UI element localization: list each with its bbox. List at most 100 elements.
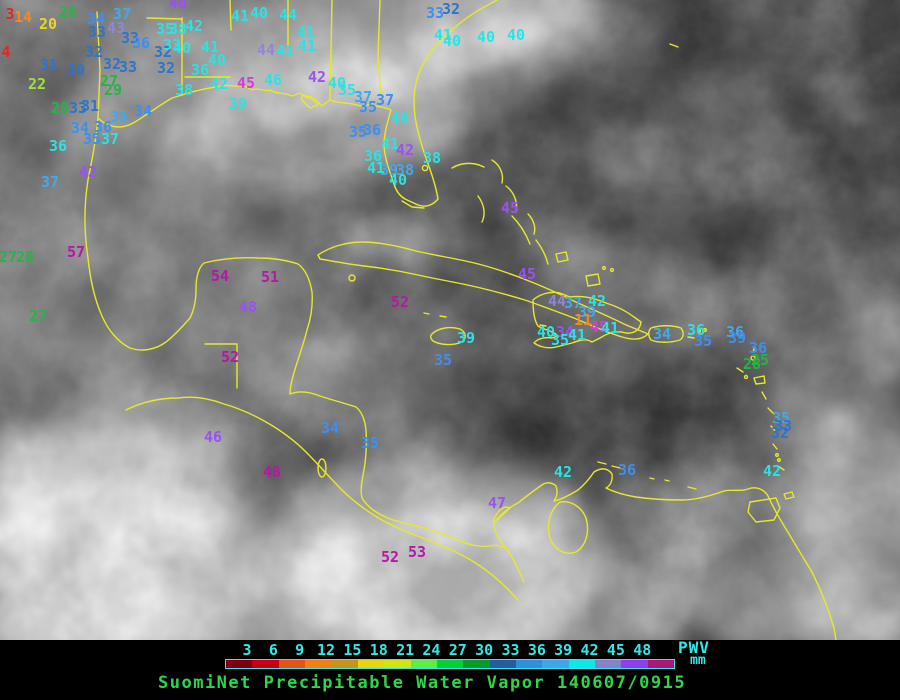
station-pwv-value: 32 [102,55,122,73]
station-pwv-value: 46 [203,428,223,446]
station-pwv-value: 40 [172,39,192,57]
station-pwv-value: 32 [84,43,104,61]
coastline-paths [84,0,837,640]
legend-tick-label: 48 [633,641,652,659]
legend-tick-label: 18 [369,641,388,659]
station-pwv-value: 40 [249,4,269,22]
pwv-colorbar [225,659,675,669]
station-pwv-value: 44 [547,292,567,310]
station-pwv-value: 42 [209,75,229,93]
station-pwv-value: 44 [256,41,276,59]
station-pwv-value: 40 [476,28,496,46]
station-pwv-value: 36 [686,321,706,339]
station-pwv-value: 33 [425,4,445,22]
station-pwv-value: 45 [236,74,256,92]
station-pwv-value: 48 [262,463,282,481]
station-pwv-value: 35 [337,81,357,99]
station-pwv-value: 36 [93,118,113,136]
station-pwv-value: 28 [50,99,70,117]
station-pwv-value: 39 [727,329,747,347]
station-pwv-value: 28 [742,355,762,373]
legend-tick-label: 24 [422,641,441,659]
station-pwv-value: 38 [395,161,415,179]
station-pwv-value: 51 [260,268,280,286]
station-pwv-value: 37 [563,294,583,312]
station-pwv-value: 35 [155,20,175,38]
legend-tick-label: 36 [527,641,546,659]
station-pwv-value: 36 [362,121,382,139]
station-pwv-value: 41 [200,38,220,56]
station-pwv-value: 27 [28,307,48,325]
station-pwv-value: 41 [297,37,317,55]
station-pwv-value: 25 [750,351,770,369]
colorbar-segment [515,660,543,668]
station-pwv-value: 35 [358,98,378,116]
station-pwv-value: 40 [390,109,410,127]
station-pwv-value: 35 [550,331,570,349]
station-pwv-value: 32 [153,43,173,61]
station-pwv-value: 35 [109,108,129,126]
station-pwv-value: 3 [5,5,15,23]
station-pwv-value: 34 [133,102,153,120]
station-pwv-value: 36 [131,34,151,52]
legend-tick-label: 3 [242,641,252,659]
legend-tick-label: 21 [396,641,415,659]
station-pwv-value: 40 [168,0,188,12]
station-pwv-value: 42 [78,163,98,181]
station-pwv-value: 44 [278,6,298,24]
colorbar-segment [226,660,253,668]
station-pwv-value: 20 [38,15,58,33]
colorbar-segment [410,660,437,668]
colorbar-segment [542,660,569,668]
colorbar-segment [568,660,596,668]
legend: 3 6 9 12 15 18 21 24 27 30 33 36 39 42 45 48 PWV mm Suo… [0,638,900,700]
station-pwv-value: 36 [190,61,210,79]
station-pwv-value: 42 [395,141,415,159]
station-pwv-value: 52 [220,348,240,366]
station-pwv-value: 33 [68,99,88,117]
station-pwv-value: 40 [327,74,347,92]
station-pwv-value: 36 [363,147,383,165]
station-pwv-value: 33 [120,29,140,47]
station-pwv-value: 40 [506,26,526,44]
station-pwv-value: 31 [39,56,59,74]
station-pwv-value: 38 [168,20,188,38]
station-pwv-value: 40 [207,51,227,69]
station-pwv-value: 39 [456,329,476,347]
station-pwv-value: 33 [87,23,107,41]
station-pwv-value: 32 [441,0,461,18]
legend-tick-label: 39 [554,641,573,659]
station-pwv-value: 33 [118,58,138,76]
station-pwv-value: 39 [228,95,248,113]
station-pwv-value: 22 [27,75,47,93]
legend-tick-label: 42 [580,641,599,659]
station-pwv-value: 45 [589,318,609,336]
station-pwv-value: 42 [184,17,204,35]
station-pwv-value: 53 [407,543,427,561]
station-pwv-value: 35 [82,130,102,148]
station-pwv-value: 42 [553,463,573,481]
colorbar-segment [647,660,675,668]
station-pwv-value: 54 [210,267,230,285]
station-pwv-value: 43 [106,19,126,37]
pwv-unit-label: PWV [678,638,710,657]
colorbar-segment [463,660,490,668]
station-pwv-value: 27 [0,248,18,266]
legend-tick-label: 33 [501,641,520,659]
station-pwv-value: 42 [762,462,782,480]
station-pwv-value: 36 [748,339,768,357]
station-pwv-value: 34 [86,10,106,28]
station-pwv-value: 34 [652,325,672,343]
colorbar-segment [436,660,464,668]
station-pwv-value: 52 [390,293,410,311]
station-pwv-value: 34 [555,323,575,341]
station-pwv-value: 39 [379,161,399,179]
colorbar-segment [595,660,622,668]
station-pwv-value: 33 [773,417,793,435]
station-pwv-value: 46 [263,71,283,89]
station-pwv-value: 36 [48,137,68,155]
legend-tick-label: 9 [295,641,305,659]
station-pwv-value: 41 [600,319,620,337]
station-pwv-value: 41 [380,135,400,153]
product-title: SuomiNet Precipitable Water Vapor 140607… [158,673,687,693]
